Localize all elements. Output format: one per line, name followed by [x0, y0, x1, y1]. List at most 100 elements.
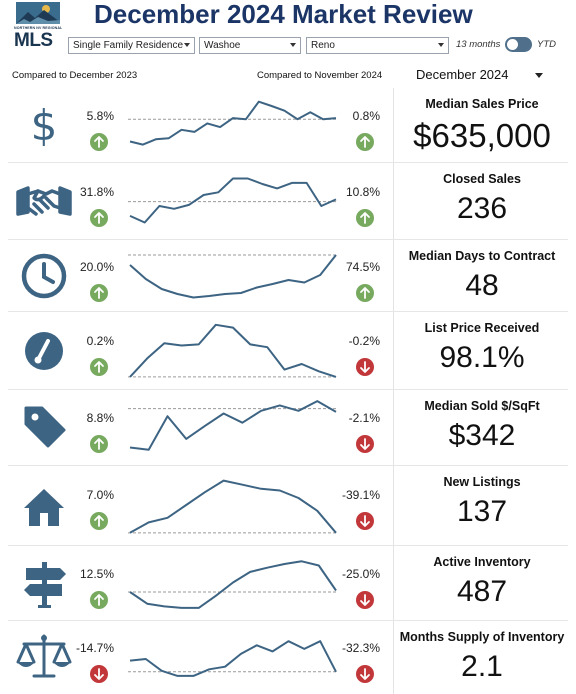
metric-value: 98.1%	[439, 341, 525, 374]
yoy-change-value: 0.2%	[86, 334, 114, 348]
mom-change-value: -32.3%	[341, 641, 380, 655]
trend-line	[129, 177, 337, 224]
row-divider	[8, 311, 568, 312]
mom-up-arrow-icon	[356, 133, 374, 151]
mom-down-arrow-icon	[356, 665, 374, 683]
metric-name: Months Supply of Inventory	[399, 630, 565, 644]
trend-sparkline	[128, 169, 338, 232]
page-title: December 2024 Market Review	[94, 0, 473, 29]
trend-line	[129, 400, 337, 451]
yoy-change-value: 20.0%	[79, 260, 114, 274]
yoy-up-arrow-icon	[90, 133, 108, 151]
metric-value: 137	[456, 495, 508, 528]
trend-line	[129, 254, 337, 299]
metric-row: 20.0% 74.5% Median Days to Contract 48	[8, 240, 568, 312]
yoy-up-arrow-icon	[90, 284, 108, 302]
mom-change-value: -39.1%	[341, 488, 380, 502]
yoy-change-value: 31.8%	[79, 185, 114, 199]
chevron-down-icon	[184, 43, 190, 47]
property-type-dropdown[interactable]: Single Family Residence	[68, 37, 195, 54]
mom-down-arrow-icon	[356, 591, 374, 609]
period-dropdown[interactable]: December 2024	[416, 67, 509, 82]
trend-sparkline	[128, 552, 338, 613]
chevron-down-icon	[290, 43, 296, 47]
nnrmls-logo: NORTHERN NV REGIONAL MLS	[14, 2, 62, 52]
city-value: Reno	[311, 40, 335, 51]
trend-sparkline	[128, 318, 338, 382]
sparkline-chart	[128, 100, 338, 146]
row-divider	[8, 620, 568, 621]
trend-sparkline	[128, 246, 338, 304]
metric-row: $5.8% 0.8% Median Sales Price $635,000	[8, 88, 568, 163]
tag-icon	[12, 400, 76, 456]
header: NORTHERN NV REGIONAL MLS December 2024 M…	[0, 0, 576, 88]
metric-value: $342	[448, 419, 516, 452]
sparkline-chart	[128, 400, 338, 451]
county-dropdown[interactable]: Washoe	[199, 37, 301, 54]
trend-sparkline	[128, 627, 338, 686]
metric-name: List Price Received	[424, 321, 540, 335]
metric-name: Closed Sales	[443, 172, 521, 186]
gauge-icon	[12, 323, 76, 379]
sparkline-chart	[128, 560, 338, 609]
yoy-up-arrow-icon	[90, 591, 108, 609]
metric-row: 8.8% -2.1% Median Sold $/SqFt $342	[8, 390, 568, 466]
county-value: Washoe	[204, 40, 241, 51]
mom-down-arrow-icon	[356, 435, 374, 453]
row-divider	[8, 465, 568, 466]
trend-line	[129, 323, 337, 378]
mom-change-value: -2.1%	[348, 411, 380, 425]
period-chevron-down-icon[interactable]	[535, 73, 543, 78]
metric-name: Median Sales Price	[425, 97, 539, 111]
toggle-label-ytd: YTD	[537, 39, 556, 50]
trend-line	[129, 640, 337, 677]
metric-value: 487	[456, 575, 508, 608]
metric-value: $635,000	[413, 117, 551, 154]
trend-sparkline	[128, 472, 338, 538]
chevron-down-icon	[438, 43, 444, 47]
metric-row: -14.7% -32.3% Months Supply of Inventory 2.…	[8, 621, 568, 694]
mom-down-arrow-icon	[356, 358, 374, 376]
trend-line	[129, 560, 337, 609]
yoy-up-arrow-icon	[90, 435, 108, 453]
yoy-up-arrow-icon	[90, 209, 108, 227]
row-divider	[8, 389, 568, 390]
mountain-logo-icon	[16, 2, 60, 24]
column-divider	[393, 88, 394, 694]
city-dropdown[interactable]: Reno	[306, 37, 449, 54]
row-divider	[8, 239, 568, 240]
yoy-up-arrow-icon	[90, 512, 108, 530]
yoy-up-arrow-icon	[90, 358, 108, 376]
trend-line	[129, 100, 337, 146]
logo-org-text: NORTHERN NV REGIONAL	[14, 26, 62, 30]
yoy-change-value: 8.8%	[86, 411, 114, 425]
compare-prev-month-label: Compared to November 2024	[257, 70, 383, 81]
metric-name: New Listings	[443, 475, 521, 489]
metric-row: 0.2% -0.2% List Price Received 98.1%	[8, 312, 568, 390]
clock-icon	[12, 248, 76, 304]
yoy-change-value: 12.5%	[79, 567, 114, 581]
trend-line	[129, 479, 337, 534]
metric-row: 7.0% -39.1% New Listings 137	[8, 466, 568, 546]
mom-change-value: 74.5%	[345, 260, 380, 274]
mom-down-arrow-icon	[356, 512, 374, 530]
compare-prev-year-label: Compared to December 2023	[12, 70, 138, 81]
yoy-change-value: 7.0%	[86, 488, 114, 502]
mom-up-arrow-icon	[356, 209, 374, 227]
sparkline-chart	[128, 254, 338, 299]
mom-change-value: 0.8%	[352, 109, 380, 123]
dollar-icon: $	[12, 98, 76, 154]
property-type-value: Single Family Residence	[73, 40, 184, 51]
mom-up-arrow-icon	[356, 284, 374, 302]
metric-name: Median Days to Contract	[408, 249, 556, 263]
metric-value: 2.1	[461, 650, 503, 683]
sparkline-chart	[128, 323, 338, 378]
months-ytd-toggle[interactable]	[505, 37, 532, 52]
metric-value: 236	[456, 192, 508, 225]
handshake-icon	[12, 174, 76, 230]
yoy-change-value: -14.7%	[75, 641, 114, 655]
trend-sparkline	[128, 94, 338, 155]
sparkline-chart	[128, 479, 338, 534]
metric-row: 12.5% -25.0% Active Inventory 487	[8, 546, 568, 621]
metric-value: 48	[465, 269, 499, 302]
